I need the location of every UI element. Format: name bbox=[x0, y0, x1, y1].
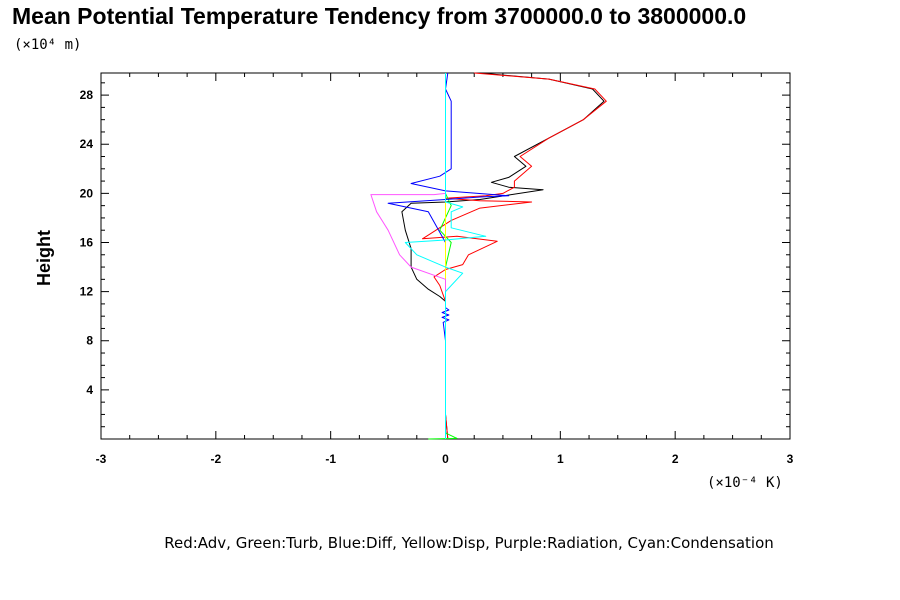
x-tick-label: -3 bbox=[96, 452, 107, 466]
y-tick-label: 20 bbox=[80, 186, 94, 200]
series-line-turb bbox=[428, 73, 458, 440]
series-line-radiation bbox=[370, 73, 446, 439]
x-tick-label: 1 bbox=[557, 452, 564, 466]
x-tick-label: 3 bbox=[787, 452, 794, 466]
y-tick-label: 28 bbox=[80, 88, 94, 102]
y-tick-label: 24 bbox=[80, 137, 94, 151]
series-line-adv bbox=[422, 72, 607, 440]
y-tick-label: 4 bbox=[86, 383, 93, 397]
y-tick-label: 12 bbox=[80, 285, 94, 299]
y-tick-label: 16 bbox=[80, 235, 94, 249]
y-tick-label: 8 bbox=[86, 334, 93, 348]
x-unit-label: (×10⁻⁴ K) bbox=[707, 475, 783, 491]
chart-title: Mean Potential Temperature Tendency from… bbox=[12, 3, 746, 29]
x-tick-label: 2 bbox=[672, 452, 679, 466]
series-line-total bbox=[401, 72, 605, 440]
legend-text: Red:Adv, Green:Turb, Blue:Diff, Yellow:D… bbox=[164, 534, 774, 552]
series-line-diff bbox=[387, 72, 510, 439]
axis-ticks bbox=[100, 73, 791, 439]
y-axis-label: Height bbox=[34, 230, 54, 286]
x-tick-label: -2 bbox=[210, 452, 221, 466]
x-tick-label: -1 bbox=[325, 452, 336, 466]
series-lines bbox=[370, 72, 607, 440]
y-unit-label: (×10⁴ m) bbox=[14, 37, 81, 53]
x-tick-label: 0 bbox=[442, 452, 449, 466]
series-line-condensation bbox=[404, 73, 487, 439]
